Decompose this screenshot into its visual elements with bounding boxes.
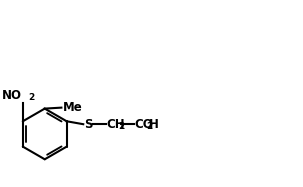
Text: CO: CO (135, 118, 153, 131)
Text: 2: 2 (28, 93, 35, 102)
Text: NO: NO (2, 89, 22, 102)
Text: 2: 2 (118, 122, 124, 131)
Text: 2: 2 (146, 122, 152, 131)
Text: S: S (84, 118, 92, 131)
Text: Me: Me (62, 101, 82, 114)
Text: CH: CH (106, 118, 125, 131)
Text: H: H (149, 118, 159, 131)
